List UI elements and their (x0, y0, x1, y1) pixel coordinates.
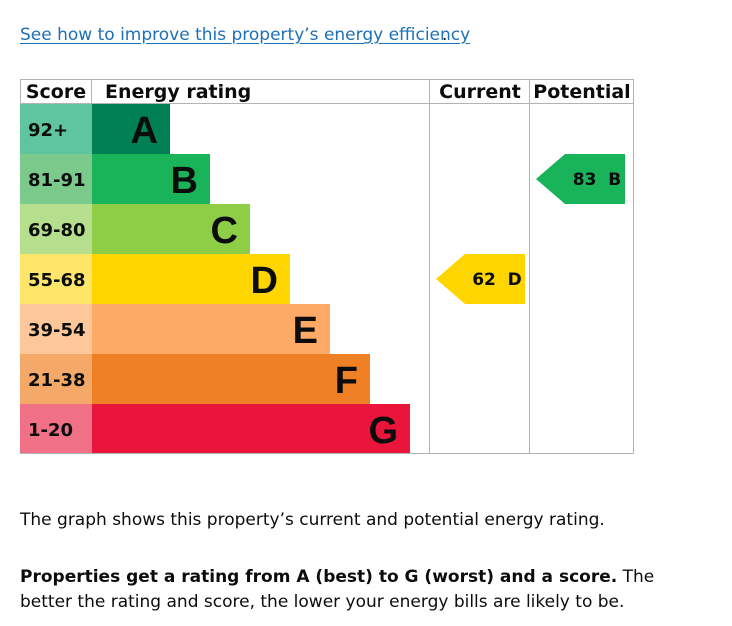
score-cell-a (20, 104, 92, 154)
score-range-a: 92+ (28, 120, 68, 141)
rating-bar-c (92, 204, 250, 254)
score-cell-d (20, 254, 92, 304)
rating-explanation-bold: Properties get a rating from A (best) to… (20, 567, 618, 587)
score-cell-e (20, 304, 92, 354)
improve-efficiency-link[interactable]: See how to improve this property’s energ… (20, 25, 471, 45)
potential-rating-label: 83 B (573, 170, 621, 190)
rating-bar-f (92, 354, 370, 404)
rating-letter-e: E (293, 310, 318, 352)
header-energy-rating: Energy rating (105, 81, 251, 103)
rating-letter-c: C (211, 210, 238, 252)
rating-explanation-rest: The better the rating and score, the low… (20, 567, 655, 612)
potential-rating-arrow (536, 154, 625, 204)
rating-bar-g (92, 404, 410, 454)
rating-letter-f: F (335, 360, 358, 402)
rating-letter-b: B (171, 160, 198, 202)
graph-description: The graph shows this property’s current … (20, 510, 605, 530)
score-cell-f (20, 354, 92, 404)
score-range-e: 39-54 (28, 320, 86, 341)
link-full-stop: . (442, 25, 448, 45)
rating-letter-d: D (251, 260, 278, 302)
score-range-d: 55-68 (28, 270, 86, 291)
score-range-c: 69-80 (28, 220, 86, 241)
rating-bar-a (92, 104, 170, 154)
header-current: Current (439, 81, 521, 103)
header-score: Score (26, 81, 86, 103)
current-rating-label: 62 D (472, 270, 522, 290)
rating-bar-e (92, 304, 330, 354)
rating-bar-d (92, 254, 290, 304)
score-range-g: 1-20 (28, 420, 73, 441)
energy-rating-chart: Score Energy rating Current Potential 92+ A 81… (20, 79, 634, 454)
score-cell-g (20, 404, 92, 454)
rating-letter-g: G (368, 410, 398, 452)
score-range-f: 21-38 (28, 370, 86, 391)
score-cell-c (20, 204, 92, 254)
rating-bar-b (92, 154, 210, 204)
score-range-b: 81-91 (28, 170, 86, 191)
rating-letter-a: A (131, 110, 158, 152)
header-potential: Potential (533, 81, 630, 103)
rating-explanation: Properties get a rating from A (best) to… (20, 565, 660, 615)
current-rating-arrow (436, 254, 525, 304)
score-cell-b (20, 154, 92, 204)
